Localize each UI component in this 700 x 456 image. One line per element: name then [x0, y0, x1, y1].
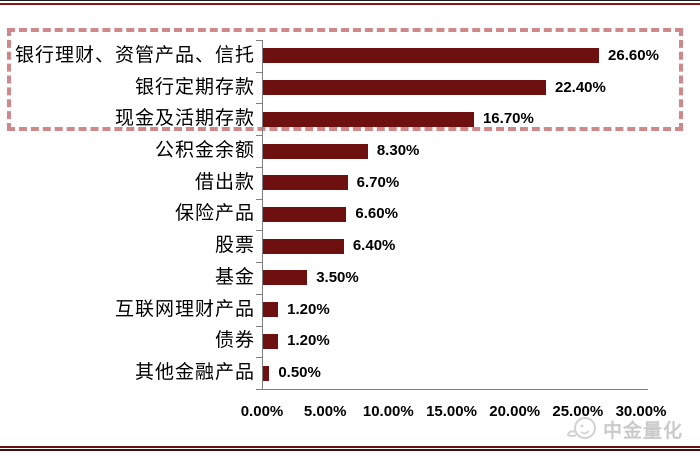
value-bar	[263, 333, 279, 349]
category-label: 其他金融产品	[134, 362, 255, 384]
value-label: 6.60%	[355, 205, 398, 223]
value-bar	[263, 238, 344, 254]
category-label: 借出款	[194, 171, 255, 193]
value-bar	[263, 365, 270, 381]
value-bar	[263, 80, 546, 96]
axis-tick	[256, 198, 262, 200]
axis-tick	[256, 71, 262, 73]
axis-tick	[256, 40, 262, 41]
value-label: 16.70%	[482, 110, 534, 128]
top-rule-red	[0, 3, 700, 5]
axis-tick	[256, 325, 262, 327]
category-label: 公积金余额	[154, 140, 255, 162]
x-tick-label: 30.00%	[615, 403, 667, 420]
brand-logo-icon	[567, 417, 596, 439]
top-rule-black	[0, 0, 700, 1]
x-tick-label: 10.00%	[362, 403, 414, 420]
value-bar	[263, 48, 599, 64]
value-bar	[263, 111, 474, 127]
axis-tick	[256, 388, 262, 390]
value-label: 8.30%	[376, 142, 420, 160]
category-label: 互联网理财产品	[114, 298, 255, 320]
watermark: 中金量化	[567, 415, 683, 443]
axis-tick	[256, 262, 262, 263]
y-axis	[262, 40, 263, 389]
highlight-box	[7, 28, 683, 131]
value-label: 6.70%	[356, 173, 400, 191]
value-bar	[263, 206, 347, 222]
axis-tick	[256, 293, 262, 295]
x-axis	[262, 389, 648, 390]
axis-tick	[256, 166, 262, 168]
value-label: 3.50%	[316, 268, 359, 286]
value-label: 6.40%	[352, 237, 396, 255]
value-label: 26.60%	[608, 46, 659, 64]
value-bar	[263, 270, 308, 286]
value-label: 1.20%	[287, 300, 330, 318]
bottom-rule-lower	[0, 449, 700, 451]
x-tick-label: 0.00%	[240, 403, 284, 420]
category-label: 债券	[214, 330, 255, 352]
x-tick-label: 15.00%	[426, 403, 477, 420]
axis-tick	[256, 230, 262, 232]
value-label: 22.40%	[554, 78, 606, 96]
watermark-text: 中金量化	[603, 420, 684, 442]
bottom-rule-upper	[0, 446, 700, 448]
x-tick-label: 25.00%	[552, 403, 604, 420]
category-label: 银行理财、资管产品、信托	[14, 44, 255, 66]
category-label: 股票	[214, 235, 255, 257]
value-label: 1.20%	[287, 332, 330, 350]
x-tick-label: 20.00%	[489, 403, 541, 420]
category-label: 基金	[214, 266, 255, 288]
category-label: 银行定期存款	[134, 76, 255, 98]
axis-tick	[256, 135, 262, 137]
value-bar	[263, 175, 348, 191]
category-label: 保险产品	[174, 203, 255, 225]
value-bar	[263, 143, 368, 159]
value-bar	[263, 302, 279, 318]
axis-tick	[256, 357, 262, 359]
x-tick-label: 5.00%	[303, 403, 347, 420]
value-label: 0.50%	[278, 364, 321, 382]
category-label: 现金及活期存款	[114, 108, 255, 130]
axis-tick	[256, 103, 262, 105]
